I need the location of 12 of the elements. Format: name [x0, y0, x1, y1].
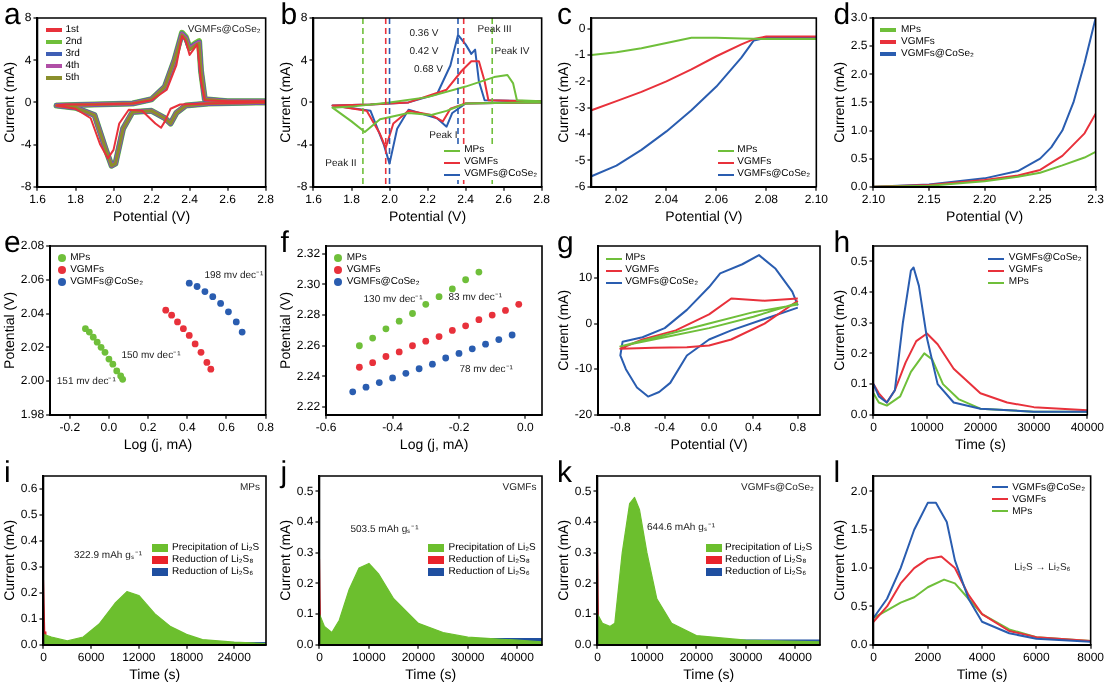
chart-title: f [280, 226, 289, 261]
chart-title: l [833, 455, 841, 490]
chart-title: j [280, 455, 288, 490]
chart-title: d [833, 0, 851, 32]
chart-title: i [4, 455, 11, 490]
chart-title: c [557, 0, 572, 32]
chart-title: b [280, 0, 298, 32]
chart-title: h [833, 226, 851, 261]
chart-title: k [557, 455, 572, 490]
chart-title: g [557, 226, 574, 261]
chart-title: a [4, 0, 21, 32]
chart-title: e [4, 226, 21, 261]
